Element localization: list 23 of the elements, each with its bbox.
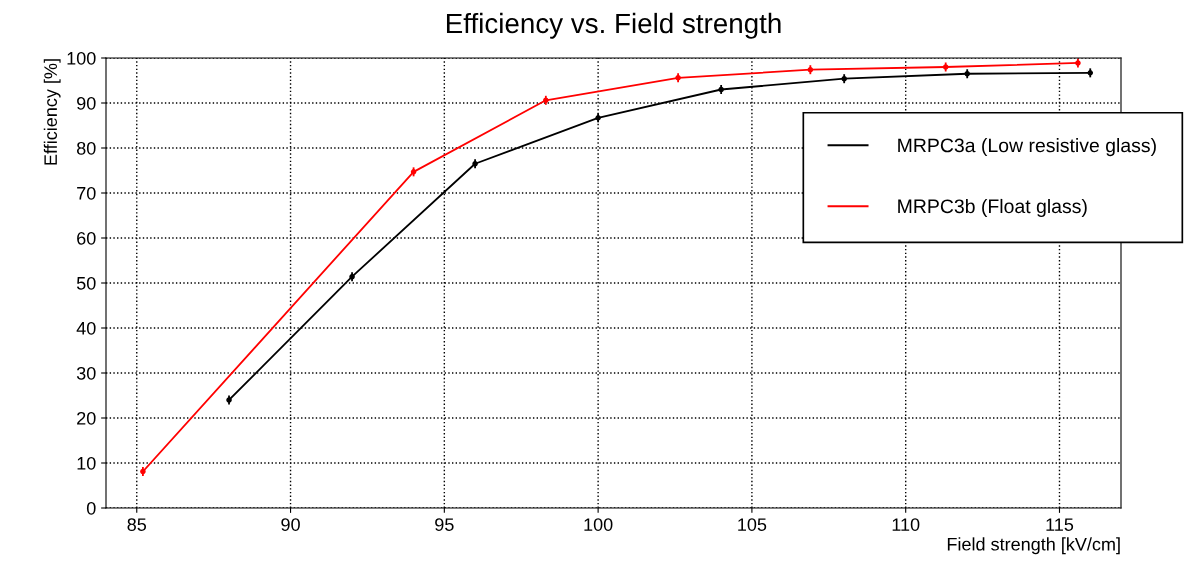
y-axis-title: Efficiency [%] (43, 59, 61, 165)
y-tick-label: 100 (67, 51, 96, 65)
x-tick-label: 95 (435, 518, 454, 531)
y-tick-label: 30 (76, 366, 96, 380)
x-tick-label: 115 (1046, 518, 1074, 531)
x-tick-label: 100 (584, 518, 613, 531)
x-axis-title: Field strength [kV/cm] (947, 537, 1120, 555)
y-tick-label: 80 (76, 141, 96, 155)
x-tick-label: 105 (738, 518, 767, 531)
y-tick-label: 0 (86, 501, 96, 515)
chart-title: Efficiency vs. Field strength (446, 12, 781, 39)
y-tick-label: 20 (77, 411, 96, 425)
x-tick-label: 110 (892, 518, 920, 531)
x-tick-label: 90 (281, 518, 300, 531)
x-tick-label: 85 (127, 518, 147, 531)
y-tick-label: 50 (76, 276, 96, 290)
y-tick-label: 40 (76, 321, 96, 335)
legend-label: MRPC3b (Float glass) (898, 198, 1087, 218)
y-tick-label: 70 (77, 186, 96, 200)
y-tick-label: 60 (77, 231, 96, 245)
y-tick-label: 10 (77, 456, 96, 470)
y-tick-label: 90 (77, 96, 96, 110)
legend-label: MRPC3a (Low resistive glass) (898, 138, 1156, 157)
